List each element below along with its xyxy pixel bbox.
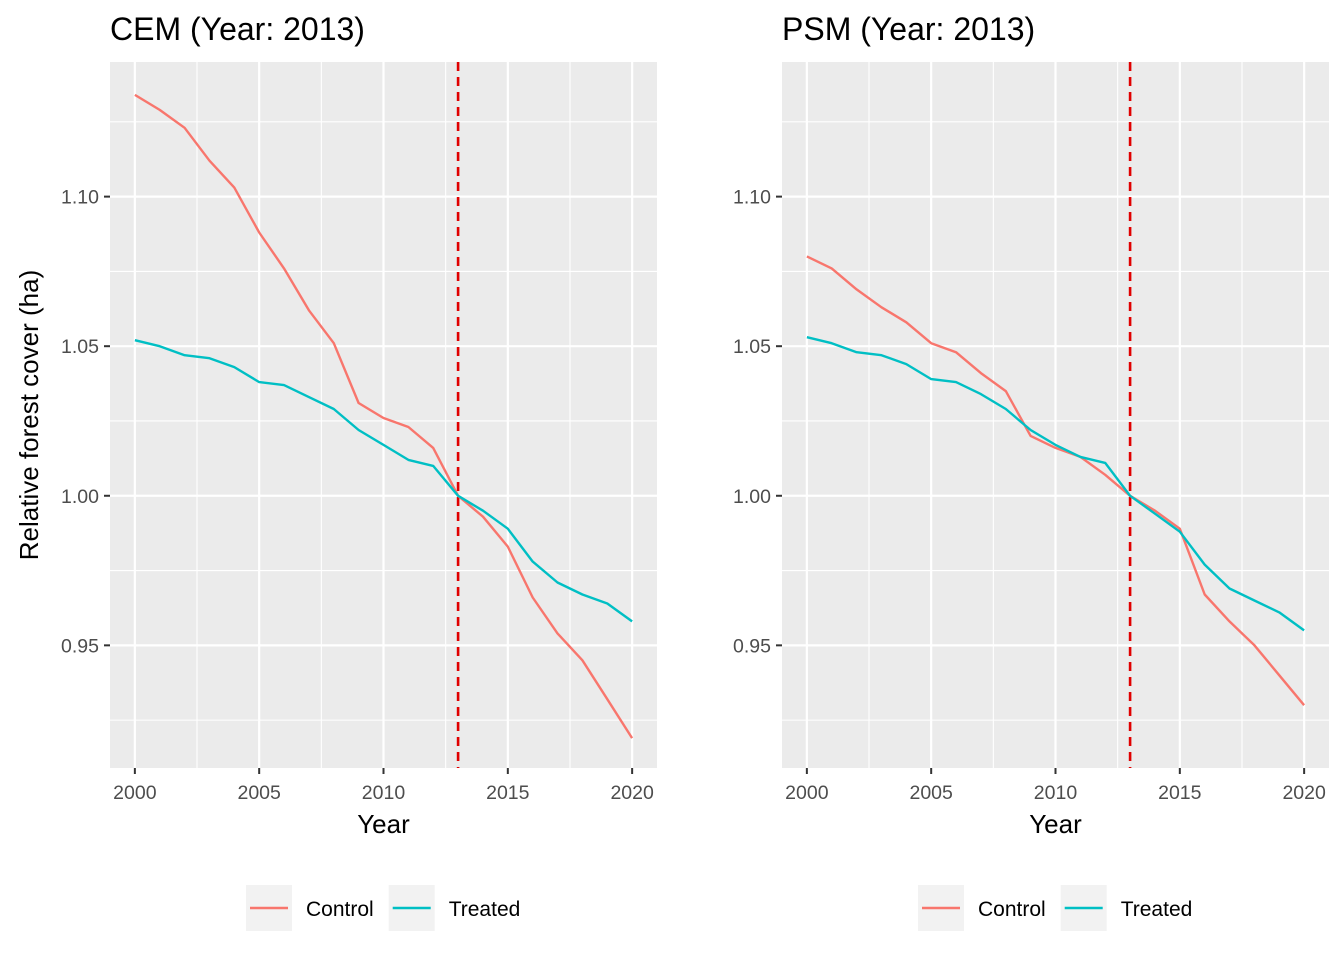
y-tick-label: 1.00 (61, 486, 99, 508)
x-tick-label: 2005 (909, 782, 953, 804)
y-tick-label: 1.05 (61, 336, 99, 358)
series-line-treated (806, 336, 1305, 632)
x-tick-label: 2015 (1158, 782, 1202, 804)
x-tick-label: 2020 (610, 782, 654, 804)
y-axis-label: Relative forest cover (ha) (14, 270, 44, 560)
series-line-treated (134, 339, 633, 623)
y-tick-label: 0.95 (61, 635, 99, 657)
x-tick-label: 2000 (113, 782, 157, 804)
panel-psm: 2000 2005 2010 2015 2020 0.95 1.00 1.05 1.10 PSM … (733, 11, 1329, 931)
series-line-control (806, 255, 1306, 706)
y-tick-label: 1.05 (733, 336, 771, 358)
x-tick-label: 2015 (486, 782, 530, 804)
x-axis-label: Year (1029, 809, 1082, 839)
x-tick-label: 2010 (1034, 782, 1078, 804)
series-line-control (134, 93, 634, 739)
y-tick-label: 1.10 (733, 187, 771, 209)
x-tick-label: 2005 (237, 782, 281, 804)
legend: Control Treated (918, 885, 1192, 931)
legend-label-treated: Treated (449, 898, 521, 921)
y-tick-label: 1.10 (61, 187, 99, 209)
legend: Control Treated (246, 885, 520, 931)
y-tick-label: 0.95 (733, 635, 771, 657)
x-tick-label: 2020 (1282, 782, 1326, 804)
y-tick-label: 1.00 (733, 486, 771, 508)
chart-title: CEM (Year: 2013) (110, 11, 365, 47)
x-axis-label: Year (357, 809, 410, 839)
legend-label-treated: Treated (1121, 898, 1193, 921)
chart-title: PSM (Year: 2013) (782, 11, 1035, 47)
legend-label-control: Control (306, 898, 374, 921)
x-tick-label: 2010 (362, 782, 406, 804)
legend-label-control: Control (978, 898, 1046, 921)
x-tick-label: 2000 (785, 782, 829, 804)
panel-cem: 2000 2005 2010 2015 2020 0.95 1.00 1.05 1.10 CEM … (14, 11, 657, 931)
